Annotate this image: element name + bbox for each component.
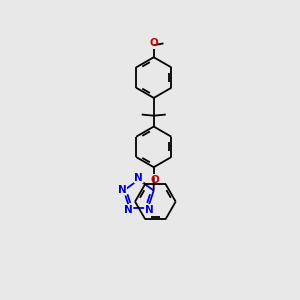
Text: O: O: [150, 175, 159, 184]
Text: N: N: [145, 205, 153, 214]
Text: N: N: [118, 185, 126, 195]
Text: N: N: [134, 173, 143, 183]
Text: N: N: [124, 205, 133, 214]
Text: O: O: [149, 38, 158, 48]
